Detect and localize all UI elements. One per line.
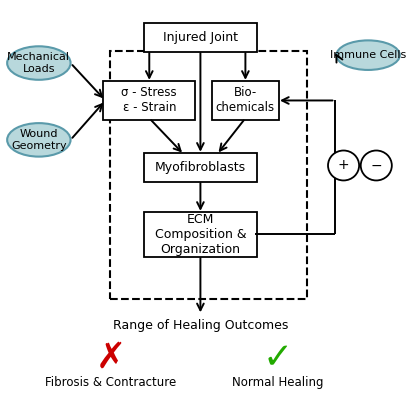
Text: −: − <box>371 158 382 173</box>
Text: Range of Healing Outcomes: Range of Healing Outcomes <box>113 319 288 331</box>
Text: Mechanical
Loads: Mechanical Loads <box>7 52 70 74</box>
Text: Fibrosis & Contracture: Fibrosis & Contracture <box>45 377 176 389</box>
Ellipse shape <box>337 41 400 70</box>
FancyBboxPatch shape <box>103 81 196 120</box>
Text: Bio-
chemicals: Bio- chemicals <box>216 86 275 115</box>
Text: Injured Joint: Injured Joint <box>163 31 238 44</box>
Circle shape <box>328 151 359 180</box>
FancyBboxPatch shape <box>144 212 257 257</box>
Text: ECM
Composition &
Organization: ECM Composition & Organization <box>155 213 246 256</box>
Ellipse shape <box>7 123 71 157</box>
Text: Immune Cells: Immune Cells <box>330 50 406 60</box>
Text: Normal Healing: Normal Healing <box>232 377 324 389</box>
FancyBboxPatch shape <box>144 153 257 182</box>
Text: Wound
Geometry: Wound Geometry <box>11 129 67 151</box>
FancyBboxPatch shape <box>144 22 257 52</box>
Circle shape <box>361 151 392 180</box>
Ellipse shape <box>7 46 71 80</box>
Text: ✓: ✓ <box>263 341 293 375</box>
FancyBboxPatch shape <box>212 81 279 120</box>
Text: Myofibroblasts: Myofibroblasts <box>155 161 246 174</box>
Text: +: + <box>338 158 349 173</box>
Text: σ - Stress
ε - Strain: σ - Stress ε - Strain <box>121 86 177 115</box>
Text: ✗: ✗ <box>95 341 126 375</box>
